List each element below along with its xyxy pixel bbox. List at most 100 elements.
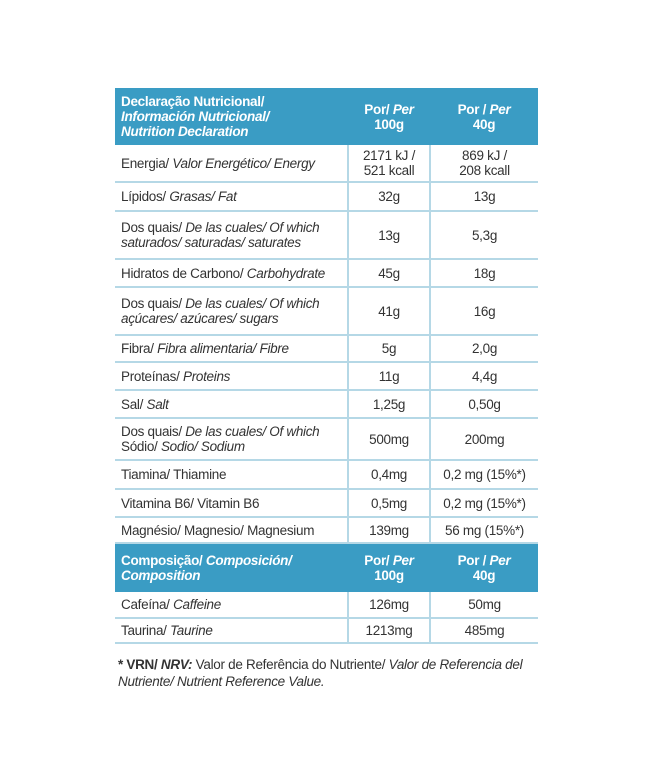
- label-part: Cafeína/: [121, 597, 174, 612]
- label-part: Taurine: [170, 623, 213, 638]
- value-per-40g: 200mg: [429, 418, 538, 461]
- value-per-100g: 1213mg: [347, 618, 430, 644]
- label-part: Lípidos/: [121, 189, 170, 204]
- header-row: Declaração Nutricional/Información Nutri…: [115, 88, 538, 145]
- nutrient-label: Cafeína/ Caffeine: [115, 592, 348, 619]
- value-per-40g: 5,3g: [429, 211, 538, 260]
- label-part: Dos quais/: [121, 424, 186, 439]
- label-part: Taurina/: [121, 623, 171, 638]
- value-per-100g: 500mg: [347, 418, 430, 461]
- table-row: Tiamina/ Thiamine 0,4mg 0,2 mg (15%*): [115, 460, 538, 490]
- label-part: Declaração Nutricional/: [121, 94, 265, 109]
- nutrient-label: Energia/ Valor Energético/ Energy: [115, 145, 348, 183]
- value-per-100g: 11g: [347, 362, 430, 391]
- table-row: Energia/ Valor Energético/ Energy 2171 k…: [115, 145, 538, 183]
- nutrition-table: Declaração Nutricional/Información Nutri…: [115, 88, 538, 644]
- header-label: Declaração Nutricional/Información Nutri…: [115, 88, 348, 145]
- nutrient-label: Magnésio/ Magnesio/ Magnesium: [115, 517, 348, 544]
- label-part: De las cuales/ Of which: [185, 424, 320, 439]
- value-per-100g: 0,4mg: [347, 460, 430, 490]
- value-per-100g: 5g: [347, 335, 430, 363]
- label-part: Carbohydrate: [246, 265, 326, 281]
- nutrient-label: Fibra/ Fibra alimentaria/ Fibre: [115, 335, 348, 363]
- label-part: Información Nutricional/: [121, 109, 270, 124]
- value-per-100g: 32g: [347, 182, 430, 212]
- value-per-100g: 139mg: [347, 517, 430, 544]
- table-row: Dos quais/ De las cuales/ Of which açúcar…: [115, 287, 538, 336]
- table-row: Proteínas/ Proteins 11g 4,4g: [115, 362, 538, 391]
- label-part: Salt: [146, 396, 169, 412]
- value-per-40g: 13g: [429, 182, 538, 212]
- value-per-100g: 126mg: [347, 592, 430, 619]
- table-row: Sal/ Salt 1,25g 0,50g: [115, 390, 538, 419]
- table-row: Cafeína/ Caffeine 126mg 50mg: [115, 592, 538, 619]
- value-per-40g: 0,2 mg (15%*): [429, 489, 538, 518]
- table-row: Vitamina B6/ Vitamin B6 0,5mg 0,2 mg (15…: [115, 489, 538, 518]
- table-row: Lípidos/ Grasas/ Fat 32g 13g: [115, 182, 538, 212]
- label-part: Grasas/ Fat: [169, 189, 237, 204]
- nutrient-label: Proteínas/ Proteins: [115, 362, 348, 391]
- footnote: * VRN/ NRV: Valor de Referência do Nutri…: [118, 657, 523, 689]
- nutrient-label: Vitamina B6/ Vitamin B6: [115, 489, 348, 518]
- label-part: Nutrition Declaration: [121, 124, 249, 139]
- table-row: Dos quais/ De las cuales/ Of which satura…: [115, 211, 538, 260]
- table-row: Magnésio/ Magnesio/ Magnesium 139mg 56 m…: [115, 517, 538, 544]
- value-per-100g: 41g: [347, 287, 430, 336]
- table-row: Taurina/ Taurine 1213mg 485mg: [115, 618, 538, 644]
- table-row: Fibra/ Fibra alimentaria/ Fibre 5g 2,0g: [115, 335, 538, 363]
- label-part: Sodio/ Sodium: [160, 439, 245, 454]
- header-per-40g: Por / Per 40g: [430, 543, 538, 592]
- value-per-40g: 0,50g: [429, 390, 538, 419]
- label-part: Magnésio/ Magnesio/ Magnesium: [121, 522, 315, 538]
- label-part: De las cuales/ Of which: [185, 220, 320, 235]
- nutrient-label: Dos quais/ De las cuales/ Of which açúcar…: [115, 287, 348, 336]
- header-per-100g: Por/ Per 100g: [348, 543, 430, 592]
- value-per-40g: 0,2 mg (15%*): [429, 460, 538, 490]
- table-row: Dos quais/ De las cuales/ Of which Sódio/…: [115, 418, 538, 461]
- value-per-40g: 4,4g: [429, 362, 538, 391]
- label-part: De las cuales/ Of which: [185, 296, 320, 311]
- header-per-40g: Por / Per 40g: [430, 88, 538, 145]
- label-part: Proteins: [183, 368, 231, 384]
- label-part: Caffeine: [173, 597, 221, 612]
- label-part: saturados/ saturadas/ saturates: [121, 235, 301, 250]
- nutrient-label: Sal/ Salt: [115, 390, 348, 419]
- value-per-100g: 13g: [347, 211, 430, 260]
- value-per-40g: 16g: [429, 287, 538, 336]
- nutrient-label: Dos quais/ De las cuales/ Of which Sódio/…: [115, 418, 348, 461]
- label-part: Dos quais/: [121, 220, 186, 235]
- label-part: Hidratos de Carbono/: [121, 265, 247, 281]
- value-per-100g: 0,5mg: [347, 489, 430, 518]
- label-part: Composición/: [205, 553, 292, 568]
- nutrient-label: Tiamina/ Thiamine: [115, 460, 348, 490]
- value-per-40g: 485mg: [429, 618, 538, 644]
- value-per-40g: 869 kJ /208 kcall: [429, 145, 538, 183]
- label-part: Proteínas/: [121, 368, 183, 384]
- nutrient-label: Dos quais/ De las cuales/ Of which satura…: [115, 211, 348, 260]
- label-part: Energia/: [121, 155, 173, 171]
- value-per-100g: 1,25g: [347, 390, 430, 419]
- table-row: Hidratos de Carbono/ Carbohydrate 45g 18…: [115, 259, 538, 288]
- label-part: açúcares/ azúcares/ sugars: [121, 311, 279, 326]
- nutrient-label: Taurina/ Taurine: [115, 618, 348, 644]
- value-per-100g: 2171 kJ /521 kcall: [347, 145, 430, 183]
- label-part: Composition: [121, 568, 201, 583]
- value-per-40g: 2,0g: [429, 335, 538, 363]
- nutrient-label: Hidratos de Carbono/ Carbohydrate: [115, 259, 348, 288]
- label-part: Fibra/: [121, 341, 158, 356]
- label-part: Sal/: [121, 396, 147, 412]
- label-part: Valor Energético/ Energy: [172, 155, 315, 171]
- label-part: Tiamina/ Thiamine: [121, 467, 227, 482]
- label-part: Fibra alimentaria/ Fibre: [157, 341, 289, 356]
- label-part: Composição/: [121, 553, 206, 568]
- header-per-100g: Por/ Per 100g: [348, 88, 430, 145]
- value-per-40g: 18g: [429, 259, 538, 288]
- value-per-40g: 56 mg (15%*): [429, 517, 538, 544]
- label-part: Sódio/: [121, 439, 161, 454]
- header-label: Composição/ Composición/Composition: [115, 543, 348, 592]
- label-part: Dos quais/: [121, 296, 186, 311]
- value-per-40g: 50mg: [429, 592, 538, 619]
- composition-header-row: Composição/ Composición/Composition Por/…: [115, 543, 538, 592]
- nutrient-label: Lípidos/ Grasas/ Fat: [115, 182, 348, 212]
- label-part: Vitamina B6/ Vitamin B6: [121, 495, 260, 511]
